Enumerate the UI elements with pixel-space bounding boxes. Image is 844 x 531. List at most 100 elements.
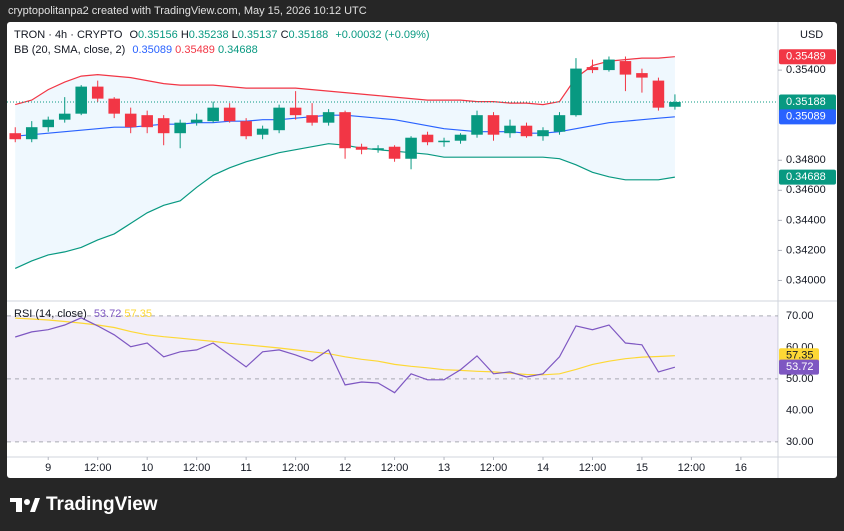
x-tick-label: 16 xyxy=(735,462,747,474)
candle-body xyxy=(537,130,549,137)
change: +0.00032 (+0.09%) xyxy=(335,29,430,41)
candle-body xyxy=(652,80,665,108)
candle-body xyxy=(58,113,71,120)
ohlc-value: 0.35188 xyxy=(288,29,329,41)
candle-body xyxy=(339,112,351,149)
x-tick-label: 13 xyxy=(438,462,450,474)
candle-body xyxy=(273,107,285,131)
candle-body xyxy=(141,115,153,128)
candle-body xyxy=(471,115,483,135)
candle-body xyxy=(388,146,401,159)
indicator-name: BB (20, SMA, close, 2) xyxy=(14,44,126,56)
symbol: TRON · 4h · CRYPTO xyxy=(14,29,123,41)
price-tag-label: 0.35188 xyxy=(786,96,826,108)
rsi-legend: RSI (14, close) 53.72 57.35 xyxy=(14,308,156,320)
rsi-tag-label: 57.35 xyxy=(786,350,814,362)
x-tick-label: 12:00 xyxy=(579,462,607,474)
candle-body xyxy=(570,68,582,116)
y-tick-label: 0.35400 xyxy=(786,64,826,76)
candle-body xyxy=(619,61,632,75)
indicator-values: 0.35089 0.35489 0.34688 xyxy=(132,44,257,56)
candle-body xyxy=(91,86,104,99)
ohlc-key: H xyxy=(180,29,189,41)
candle-body xyxy=(355,146,368,150)
currency: USD xyxy=(800,29,823,41)
candle-body xyxy=(190,119,203,123)
rsi-tag-label: 53.72 xyxy=(786,361,814,373)
rsi-line xyxy=(15,317,675,376)
candle-body xyxy=(207,107,219,122)
candle-body xyxy=(306,115,318,123)
candle-body xyxy=(9,133,22,140)
price-tag-label: 0.35089 xyxy=(786,111,826,123)
candle-body xyxy=(223,107,236,122)
candle-body xyxy=(405,137,417,159)
candle-body xyxy=(157,118,170,134)
candle-body xyxy=(124,113,137,128)
y-tick-label: 0.34000 xyxy=(786,274,826,286)
candle-body xyxy=(421,134,434,143)
candle-body xyxy=(174,122,186,134)
candle-body xyxy=(487,115,500,135)
price-tag xyxy=(779,109,836,125)
candle-body xyxy=(603,59,615,71)
ohlc-value: 0.35156 xyxy=(138,29,178,41)
y-tick-label: 50.00 xyxy=(786,373,814,385)
candle-body xyxy=(520,125,533,137)
x-tick-label: 12:00 xyxy=(381,462,409,474)
main-legend: TRON · 4h · CRYPTO O0.35156 H0.35238 L0.… xyxy=(14,29,434,41)
x-tick-label: 15 xyxy=(636,462,648,474)
bb-legend: BB (20, SMA, close, 2) 0.35089 0.35489 0… xyxy=(14,44,262,56)
price-tag-label: 0.35489 xyxy=(786,51,826,63)
candle-body xyxy=(586,67,599,71)
rsi-tag xyxy=(779,359,819,375)
y-tick-label: 70.00 xyxy=(786,310,814,322)
x-tick-label: 12:00 xyxy=(84,462,112,474)
price-tag xyxy=(779,169,836,185)
y-tick-label: 0.34800 xyxy=(786,154,826,166)
candle-body xyxy=(108,98,120,114)
indicator-value: 0.35089 xyxy=(132,44,173,56)
candle-body xyxy=(75,86,87,114)
rsi-value: 57.35 xyxy=(124,308,152,320)
credit: cryptopolitanpa2 created with TradingVie… xyxy=(8,5,367,17)
y-tick-label: 40.00 xyxy=(786,404,814,416)
rsi-values: 53.72 57.35 xyxy=(94,308,152,320)
ohlc-value: 0.35238 xyxy=(188,29,229,41)
x-tick-label: 12:00 xyxy=(282,462,310,474)
x-tick-label: 9 xyxy=(45,462,51,474)
candle-body xyxy=(553,115,566,132)
x-tick-label: 12 xyxy=(339,462,351,474)
ohlc-key: O xyxy=(129,29,139,41)
candle-body xyxy=(256,128,269,135)
rsi-tag xyxy=(779,348,819,364)
price-tag-label: 0.34688 xyxy=(786,171,826,183)
ohlc-key: L xyxy=(231,29,238,41)
candle-body xyxy=(25,127,38,140)
x-tick-label: 14 xyxy=(537,462,549,474)
candle-body xyxy=(42,119,55,128)
price-tag xyxy=(779,49,836,65)
y-tick-label: 0.34600 xyxy=(786,184,826,196)
brand-logo xyxy=(10,498,40,512)
rsi-line xyxy=(15,317,676,394)
candle-body xyxy=(504,125,516,134)
candle-body xyxy=(669,101,681,107)
y-tick-label: 0.34400 xyxy=(786,214,826,226)
y-tick-label: 0.34200 xyxy=(786,244,826,256)
candle-body xyxy=(322,112,335,123)
candle-body xyxy=(636,73,648,78)
x-tick-label: 12:00 xyxy=(183,462,211,474)
rsi-title: RSI (14, close) xyxy=(14,308,87,320)
indicator-value: 0.34688 xyxy=(217,44,258,56)
x-tick-label: 12:00 xyxy=(480,462,508,474)
ohlc-value: 0.35137 xyxy=(237,29,278,41)
rsi-value: 53.72 xyxy=(93,308,122,320)
chart: USD 0.35400 0.34800 0.34600 0.34400 0.34200 0.… xyxy=(7,22,837,478)
ohlc-key: C xyxy=(280,29,289,41)
x-tick-label: 12:00 xyxy=(678,462,706,474)
candle-body xyxy=(240,121,252,137)
y-tick-label: 30.00 xyxy=(786,436,814,448)
candle-body xyxy=(438,140,450,143)
